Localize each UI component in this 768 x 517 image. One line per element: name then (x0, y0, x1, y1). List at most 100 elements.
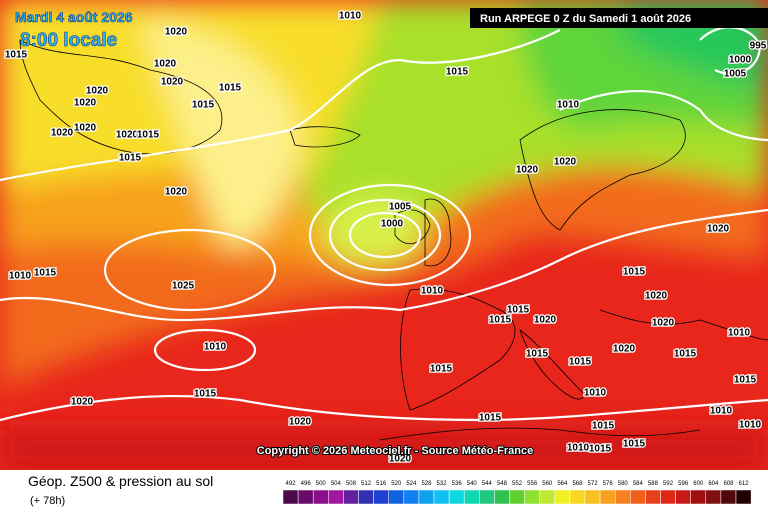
isobar-label: 1020 (71, 397, 94, 408)
isobar-label: 1015 (219, 83, 242, 94)
isobar-label: 1005 (724, 69, 747, 80)
scale-swatch (479, 489, 495, 505)
scale-label: 500 (316, 481, 327, 487)
scale-label: 496 (301, 481, 312, 487)
scale-swatch (735, 489, 752, 505)
isobar-label: 1020 (154, 59, 177, 70)
scale-label: 560 (542, 481, 553, 487)
isobar-label: 1005 (389, 202, 412, 213)
scale-swatch (569, 489, 586, 505)
isobar-label: 1015 (192, 100, 215, 111)
isobar-label: 1010 (728, 328, 751, 339)
isobar-label: 1020 (165, 27, 188, 38)
scale-swatch (494, 489, 510, 505)
isobar-label: 1020 (289, 417, 312, 428)
scale-label: 548 (497, 481, 508, 487)
isobar-label: 1015 (430, 364, 453, 375)
scale-label: 552 (512, 481, 523, 487)
isobar-label: 1015 (446, 67, 469, 78)
isobar-label: 1015 (623, 267, 646, 278)
scale-swatch (297, 489, 314, 505)
scale-label: 604 (708, 481, 719, 487)
scale-swatch (403, 489, 420, 505)
scale-label: 608 (723, 481, 734, 487)
isobar-label: 1020 (645, 291, 668, 302)
isobar-label: 1015 (507, 305, 530, 316)
scale-swatch (433, 489, 450, 505)
isobar-label: 1015 (479, 413, 502, 424)
color-scale: 492 496 500 504 508 512 516 520 524 528 532 536 540 5… (282, 481, 752, 505)
isobar-label: 1020 (116, 130, 139, 141)
scale-swatch (418, 489, 435, 505)
isobar-label: 1020 (652, 318, 675, 329)
scale-label: 544 (482, 481, 493, 487)
isobar-label: 1010 (567, 443, 590, 454)
scale-swatch (705, 489, 722, 505)
copyright: Copyright © 2026 Meteociel.fr - Source M… (257, 445, 533, 457)
scale-swatch (388, 489, 405, 505)
scale-label: 596 (678, 481, 689, 487)
scale-label: 576 (603, 481, 614, 487)
isobar-label: 1015 (623, 439, 646, 450)
isobar-label: 1015 (489, 315, 512, 326)
isobar-label: 1025 (172, 281, 195, 292)
isobar-label: 1010 (739, 420, 762, 431)
isobar-label: 1015 (526, 349, 549, 360)
scale-label: 528 (421, 481, 432, 487)
run-info: Run ARPEGE 0 Z du Samedi 1 août 2026 (480, 13, 691, 25)
scale-label: 536 (452, 481, 463, 487)
scale-label: 540 (467, 481, 478, 487)
scale-swatch (312, 489, 329, 505)
isobar-label: 1010 (339, 11, 362, 22)
scale-label: 492 (286, 481, 297, 487)
scale-label: 584 (633, 481, 644, 487)
scale-label: 588 (648, 481, 659, 487)
scale-label: 532 (437, 481, 448, 487)
run-box (470, 8, 768, 28)
scale-label: 564 (557, 481, 568, 487)
isobar-label: 1020 (165, 187, 188, 198)
scale-swatch (524, 489, 540, 505)
scale-label: 580 (618, 481, 629, 487)
isobar-label: 1020 (161, 77, 184, 88)
isobar-label: 1020 (516, 165, 539, 176)
scale-swatch (554, 489, 571, 505)
scale-swatch (660, 489, 676, 505)
scale-swatch (599, 489, 616, 505)
scale-swatch (614, 489, 631, 505)
isobar-label: 1020 (707, 224, 730, 235)
isobar-label: 995 (750, 41, 767, 52)
forecast-time: 8:00 locale (20, 30, 117, 51)
forecast-date: Mardi 4 août 2026 (15, 9, 133, 25)
scale-swatch (509, 489, 525, 505)
isobar-label: 1015 (569, 357, 592, 368)
isobar-label: 1020 (51, 128, 74, 139)
scale-label: 516 (376, 481, 387, 487)
scale-swatch (584, 489, 601, 505)
scale-swatch (630, 489, 646, 505)
isobar-label: 1015 (5, 50, 28, 61)
isobar-label: 1010 (421, 286, 444, 297)
scale-swatch (720, 489, 737, 505)
scale-label: 508 (346, 481, 357, 487)
isobar-label: 1000 (729, 55, 752, 66)
scale-swatch (358, 489, 374, 505)
isobar-label: 1010 (9, 271, 32, 282)
scale-label: 512 (361, 481, 372, 487)
scale-label: 572 (588, 481, 599, 487)
isobar-label: 1015 (34, 268, 57, 279)
footer-title: Géop. Z500 & pression au sol (28, 473, 213, 489)
isobar-label: 1010 (584, 388, 607, 399)
scale-label: 568 (572, 481, 583, 487)
scale-swatch (539, 489, 556, 505)
isobar-label: 1015 (592, 421, 615, 432)
isobar-label: 1020 (74, 98, 97, 109)
scale-swatch (282, 489, 299, 505)
isobar-label: 1010 (710, 406, 733, 417)
scale-label: 520 (391, 481, 402, 487)
scale-label: 612 (739, 481, 750, 487)
scale-label: 524 (406, 481, 417, 487)
isobar-label: 1015 (119, 153, 142, 164)
isobar-label: 1015 (589, 444, 612, 455)
